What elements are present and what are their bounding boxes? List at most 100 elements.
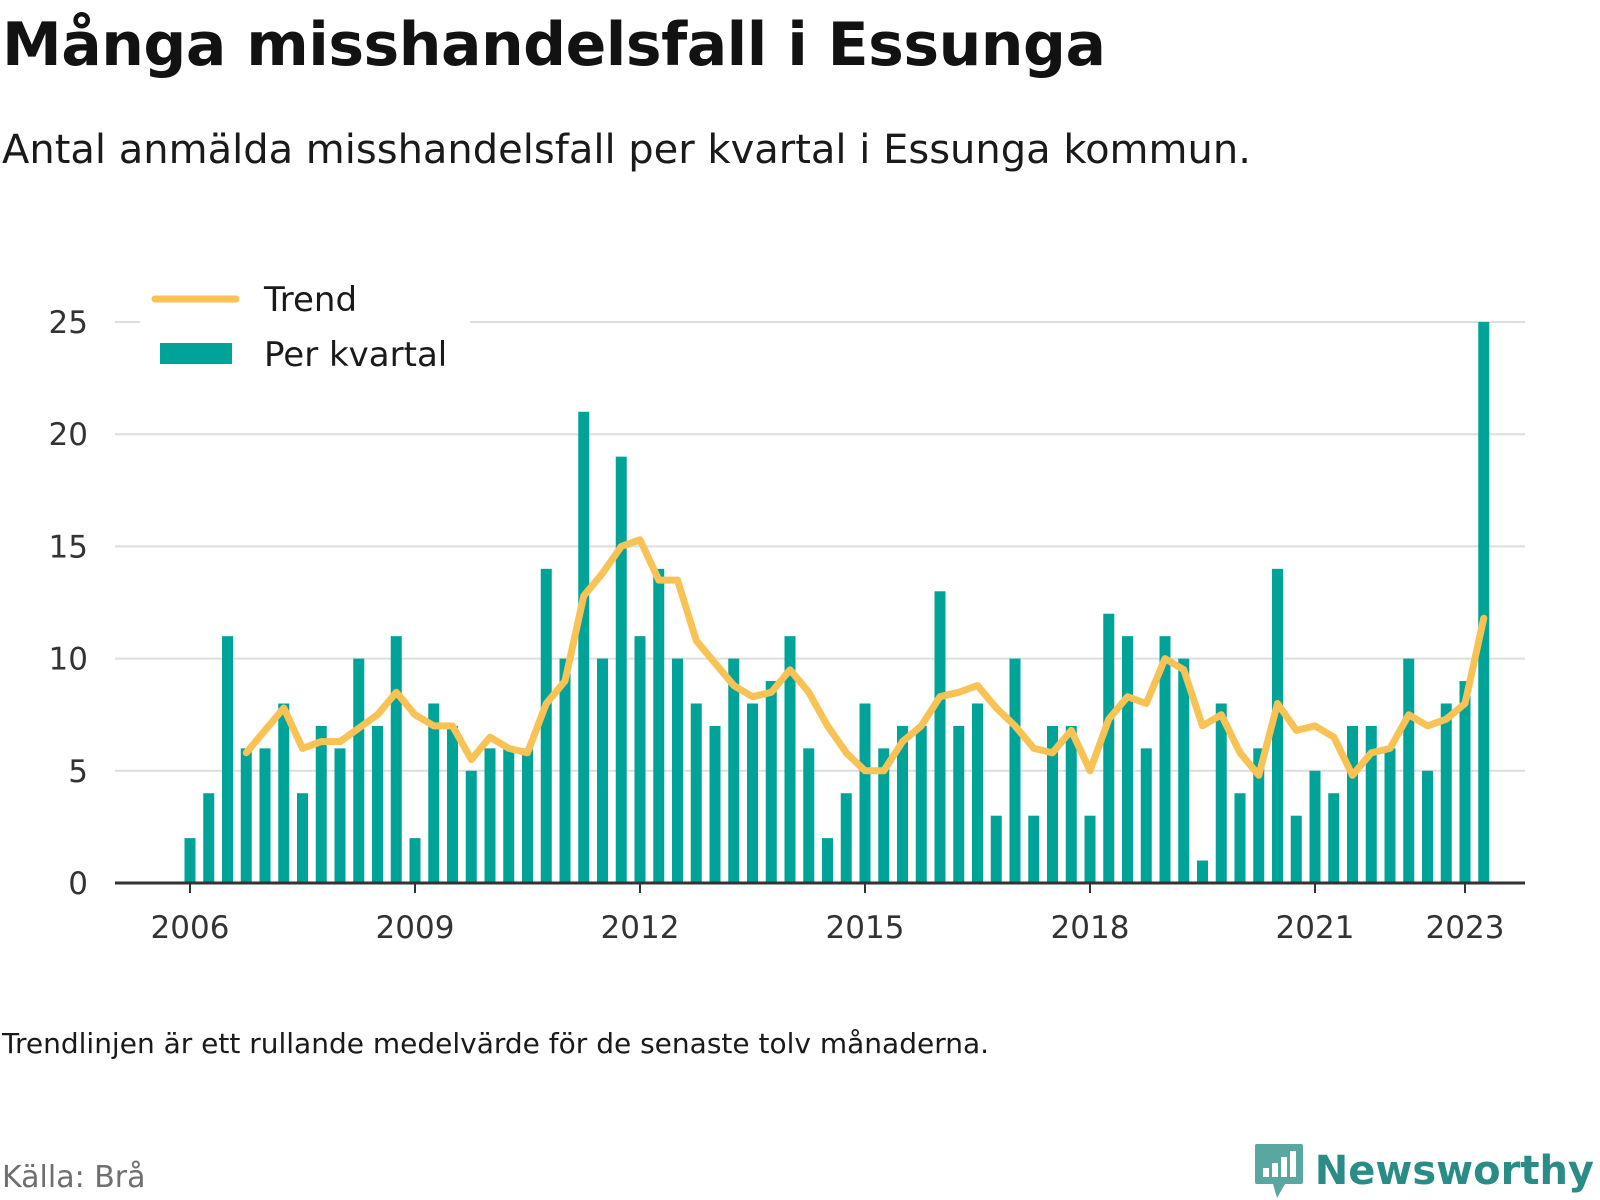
bar xyxy=(1459,681,1471,883)
x-tick-label: 2015 xyxy=(826,910,905,946)
bar xyxy=(1047,725,1058,883)
brand-logo[interactable]: Newsworthy xyxy=(1253,1142,1594,1200)
bar xyxy=(1403,658,1415,883)
x-tick-label: 2018 xyxy=(1051,910,1130,946)
bar xyxy=(522,748,533,883)
bar-series xyxy=(184,322,1490,883)
y-tick-label: 5 xyxy=(68,754,88,790)
bar xyxy=(1084,815,1096,883)
trend-line xyxy=(242,536,1488,779)
bar xyxy=(1159,636,1171,883)
bar xyxy=(315,725,327,883)
trend-series xyxy=(242,536,1488,779)
y-tick-label: 15 xyxy=(49,529,88,565)
bar xyxy=(1028,815,1040,883)
bar xyxy=(822,838,833,883)
bar xyxy=(634,636,646,883)
bar xyxy=(503,748,515,883)
bar xyxy=(222,636,233,883)
bar xyxy=(1197,860,1208,883)
bar xyxy=(897,725,908,883)
bar xyxy=(1347,725,1358,883)
bar xyxy=(372,725,383,883)
bar xyxy=(240,748,252,883)
bar xyxy=(1140,748,1152,883)
bar xyxy=(615,456,627,883)
bar xyxy=(465,770,477,883)
bar xyxy=(1328,793,1340,883)
legend: Trend Per kvartal xyxy=(140,260,470,376)
bar xyxy=(1253,748,1265,883)
x-tick-label: 2021 xyxy=(1276,910,1355,946)
chart-subtitle: Antal anmälda misshandelsfall per kvarta… xyxy=(2,127,1251,173)
bar xyxy=(672,658,683,883)
bar xyxy=(990,815,1002,883)
x-tick-label: 2023 xyxy=(1426,910,1505,946)
x-tick-label: 2009 xyxy=(376,910,455,946)
bar xyxy=(728,658,740,883)
bar xyxy=(1009,658,1021,883)
legend-bar-swatch xyxy=(160,343,232,364)
bar xyxy=(1122,636,1133,883)
bar xyxy=(428,703,440,883)
bar xyxy=(653,568,665,883)
bar xyxy=(953,725,965,883)
bar xyxy=(747,703,758,883)
bar xyxy=(540,568,552,883)
brand-name: Newsworthy xyxy=(1314,1148,1594,1194)
legend-trend-label: Trend xyxy=(263,280,357,320)
bar xyxy=(1103,613,1115,883)
bar xyxy=(334,748,346,883)
bar xyxy=(934,591,946,883)
bar xyxy=(915,725,927,883)
bar xyxy=(1215,703,1227,883)
bar xyxy=(878,748,890,883)
bar xyxy=(278,703,290,883)
y-tick-label: 0 xyxy=(68,866,88,902)
axes: 0 5 10 15 20 25 2006 2009 2012 2015 2018 2021 2023 xyxy=(49,305,1525,946)
bar xyxy=(690,703,702,883)
gridlines xyxy=(115,321,1525,772)
bar xyxy=(709,725,721,883)
bar xyxy=(1440,703,1452,883)
bar xyxy=(353,658,365,883)
y-tick-label: 20 xyxy=(49,417,88,453)
bar xyxy=(447,725,458,883)
legend-bar-label: Per kvartal xyxy=(264,335,447,375)
x-tick-label: 2012 xyxy=(601,910,680,946)
bar xyxy=(1178,658,1190,883)
bar xyxy=(578,411,590,883)
bar xyxy=(1422,770,1433,883)
x-tick-label: 2006 xyxy=(151,910,230,946)
chart-note: Trendlinjen är ett rullande medelvärde f… xyxy=(2,1027,990,1060)
bar xyxy=(259,748,271,883)
bar xyxy=(803,748,815,883)
bar xyxy=(297,793,308,883)
bar xyxy=(1365,725,1377,883)
bar xyxy=(390,636,402,883)
bar xyxy=(840,793,852,883)
bar xyxy=(1478,322,1490,883)
bar xyxy=(765,681,777,883)
bar xyxy=(203,793,215,883)
bar xyxy=(409,838,421,883)
bar xyxy=(184,838,196,883)
bar xyxy=(1065,725,1077,883)
chart: 0 5 10 15 20 25 2006 2009 2012 2015 2018 2021 2023 T… xyxy=(49,260,1525,946)
source-label: Källa: Brå xyxy=(2,1160,146,1195)
bar xyxy=(597,658,608,883)
bar xyxy=(1272,568,1283,883)
y-tick-label: 10 xyxy=(49,642,88,678)
bar xyxy=(559,658,571,883)
bar xyxy=(484,748,496,883)
bar xyxy=(1309,770,1321,883)
bar xyxy=(784,636,796,883)
bar xyxy=(1290,815,1302,883)
chart-title: Många misshandelsfall i Essunga xyxy=(2,10,1106,80)
newsworthy-logo-icon xyxy=(1254,1144,1303,1198)
bar xyxy=(859,703,871,883)
bar xyxy=(1234,793,1246,883)
bar xyxy=(1384,748,1396,883)
y-tick-label: 25 xyxy=(49,305,88,341)
bar xyxy=(972,703,983,883)
